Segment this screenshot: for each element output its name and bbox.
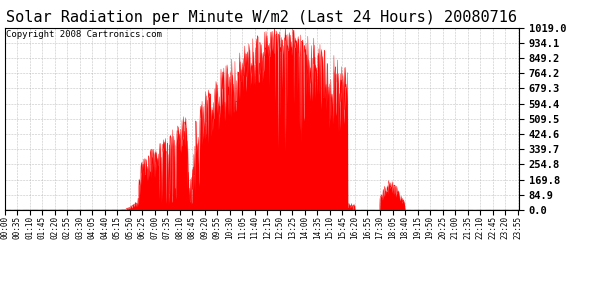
Text: Copyright 2008 Cartronics.com: Copyright 2008 Cartronics.com [6,30,162,39]
Title: Solar Radiation per Minute W/m2 (Last 24 Hours) 20080716: Solar Radiation per Minute W/m2 (Last 24… [7,10,517,25]
